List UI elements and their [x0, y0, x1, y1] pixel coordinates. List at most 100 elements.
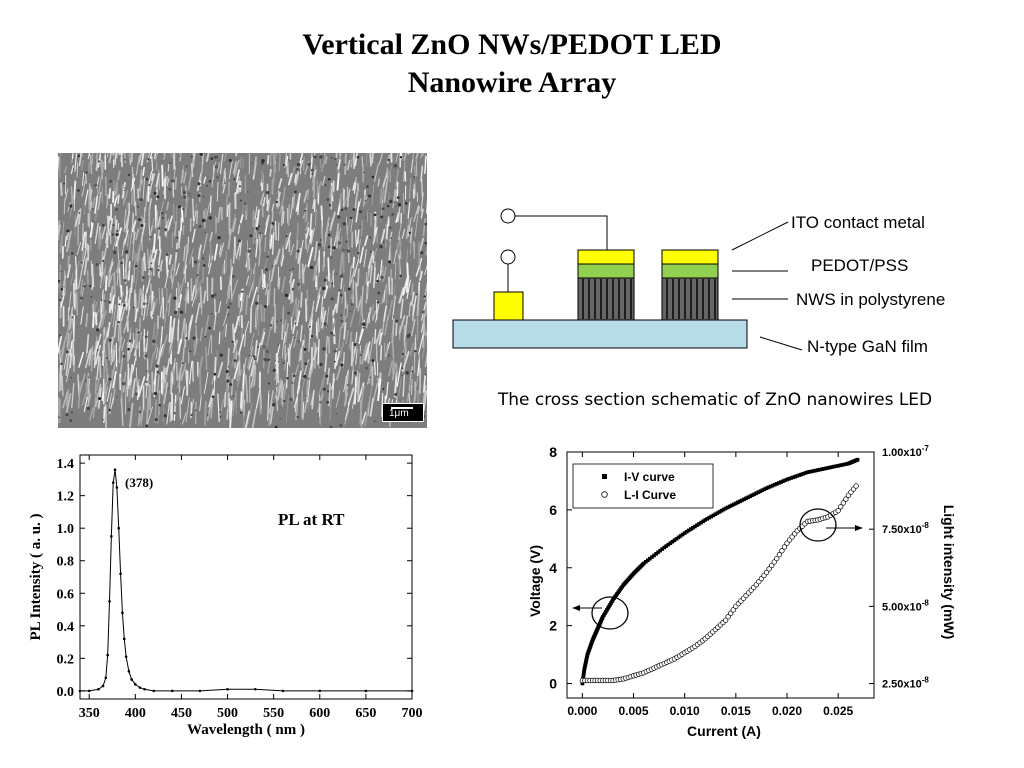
device-pillar-2 — [661, 249, 719, 321]
iv-data-point — [791, 475, 795, 480]
iv-data-point — [723, 506, 728, 511]
pl-ytick-label: 1.2 — [57, 490, 75, 505]
sem-micrograph: 1μm — [58, 153, 427, 428]
iv-data-point — [842, 462, 847, 467]
pl-data-point — [124, 655, 128, 659]
iv-data-point — [744, 496, 748, 501]
li-data-point — [838, 504, 844, 510]
pl-ytick-label: 0.2 — [57, 652, 75, 667]
pl-data-point — [318, 689, 322, 693]
iv-data-point — [805, 470, 810, 475]
pl-xtick-label: 450 — [171, 706, 192, 721]
li-data-point — [840, 500, 846, 506]
iv-data-point — [678, 534, 683, 538]
iv-y2tick-label: 7.50x10-8 — [882, 521, 929, 536]
iv-data-point — [656, 550, 660, 555]
pl-xtick-label: 600 — [309, 706, 330, 721]
iv-data-point — [658, 548, 662, 553]
iv-data-point — [732, 502, 736, 507]
pl-ytick-label: 0.4 — [57, 620, 75, 635]
iv-data-point — [648, 556, 652, 561]
iv-data-point — [668, 541, 673, 545]
pl-data-point — [410, 689, 414, 693]
pl-data-point — [127, 670, 131, 673]
li-data-point — [779, 548, 785, 554]
pl-peak-label: (378) — [125, 475, 153, 490]
li-data-point — [835, 508, 841, 514]
iv-data-point — [672, 538, 677, 543]
pl-data-point — [198, 689, 202, 693]
iv-data-point — [707, 515, 712, 520]
li-data-point — [730, 607, 736, 613]
pl-data-point — [87, 689, 91, 693]
li-data-point — [774, 555, 780, 562]
iv-ytick-label: 4 — [549, 560, 557, 576]
iv-data-point — [746, 495, 750, 500]
li-data-point — [728, 610, 734, 616]
pl-ytick-label: 0.8 — [57, 555, 75, 570]
iv-ytick-label: 8 — [549, 444, 557, 460]
iv-data-point — [662, 545, 667, 550]
iv-ytick-label: 2 — [549, 618, 557, 634]
iv-data-point — [836, 463, 840, 468]
iv-data-point — [799, 472, 804, 477]
iv-data-point — [725, 505, 730, 510]
pl-data-point — [110, 535, 113, 538]
pl-ytick-label: 1.4 — [57, 457, 75, 472]
iv-data-point — [701, 519, 705, 524]
li-data-point — [853, 483, 859, 489]
li-data-point — [766, 566, 772, 572]
li-data-point — [725, 614, 731, 620]
pl-ytick-label: 0.6 — [57, 587, 75, 602]
iv-y2label: Light intensity (mW) — [941, 505, 957, 640]
pl-data-point — [106, 653, 109, 657]
legend-iv-label: I-V curve — [624, 470, 675, 484]
iv-data-point — [727, 504, 732, 509]
iv-data-point — [660, 547, 664, 551]
iv-data-point — [719, 508, 724, 513]
pl-data-point — [108, 600, 111, 603]
iv-data-point — [793, 474, 798, 479]
pl-xtick-label: 400 — [125, 706, 146, 721]
gan-film — [452, 319, 748, 349]
iv-legend: I-V curve L-I Curve — [572, 463, 714, 509]
iv-ytick-label: 6 — [549, 502, 557, 518]
label-gan: N-type GaN film — [807, 337, 928, 356]
iv-data-point — [781, 479, 785, 484]
iv-data-point — [774, 482, 779, 486]
slide-title-line2: Nanowire Array — [407, 66, 617, 99]
pl-data-point — [130, 678, 133, 681]
iv-data-point — [682, 531, 687, 535]
pl-xtick-label: 550 — [263, 706, 284, 721]
iv-data-point — [777, 481, 781, 485]
pl-data-point — [115, 486, 119, 489]
pl-ytick-label: 0.0 — [57, 685, 75, 700]
iv-data-point — [736, 500, 740, 505]
label-pedot: PEDOT/PSS — [811, 256, 908, 275]
pl-data-point — [117, 526, 121, 530]
iv-data-point — [666, 542, 671, 547]
pl-data-point — [121, 611, 124, 615]
pl-xtick-label: 350 — [79, 706, 100, 721]
iv-data-point — [811, 469, 816, 473]
terminal-top-icon — [500, 208, 516, 224]
iv-data-point — [762, 487, 767, 491]
iv-data-point — [826, 466, 830, 470]
pl-xtick-label: 650 — [355, 706, 376, 721]
iv-xtick-label: 0.015 — [721, 704, 751, 718]
iv-data-point — [699, 520, 703, 525]
iv-data-point — [664, 544, 669, 548]
iv-data-point — [844, 462, 849, 466]
iv-data-point — [711, 513, 716, 518]
pl-data-point — [101, 684, 105, 688]
li-data-point — [843, 496, 849, 502]
iv-data-point — [748, 494, 752, 499]
iv-data-point — [703, 518, 707, 522]
iv-data-point — [715, 511, 720, 515]
pl-annotation: PL at RT — [278, 510, 345, 529]
iv-data-point — [754, 491, 759, 496]
iv-data-point — [693, 524, 697, 529]
iv-data-point — [834, 464, 838, 468]
iv-xtick-label: 0.020 — [772, 704, 802, 718]
iv-xtick-label: 0.025 — [823, 704, 853, 718]
